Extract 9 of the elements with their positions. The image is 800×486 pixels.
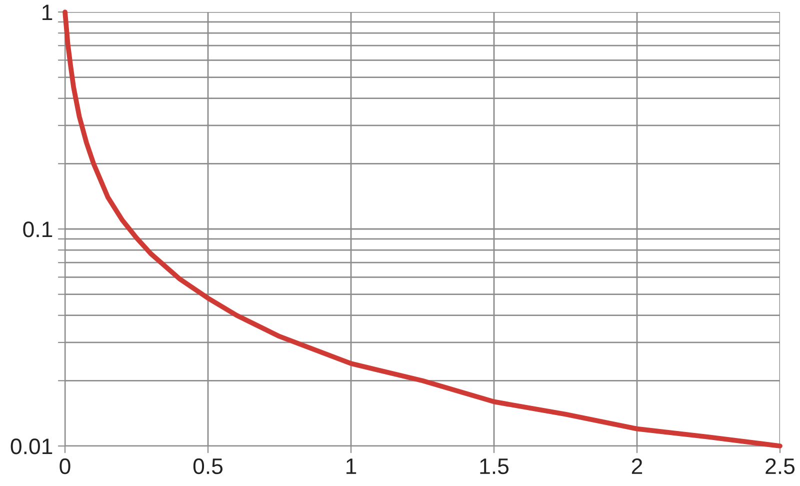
y-tick-label: 0.01 xyxy=(10,438,52,454)
x-tick-label: 2 xyxy=(632,458,642,474)
x-tick-label: 1.5 xyxy=(480,458,509,474)
x-tick-label: 1 xyxy=(346,458,356,474)
y-tick-label: 0.1 xyxy=(23,222,52,238)
x-tick-label: 0.5 xyxy=(193,458,223,474)
x-tick-label: 0 xyxy=(60,458,70,474)
x-tick-label: 2.5 xyxy=(766,458,795,474)
y-tick-label: 1 xyxy=(42,4,52,20)
